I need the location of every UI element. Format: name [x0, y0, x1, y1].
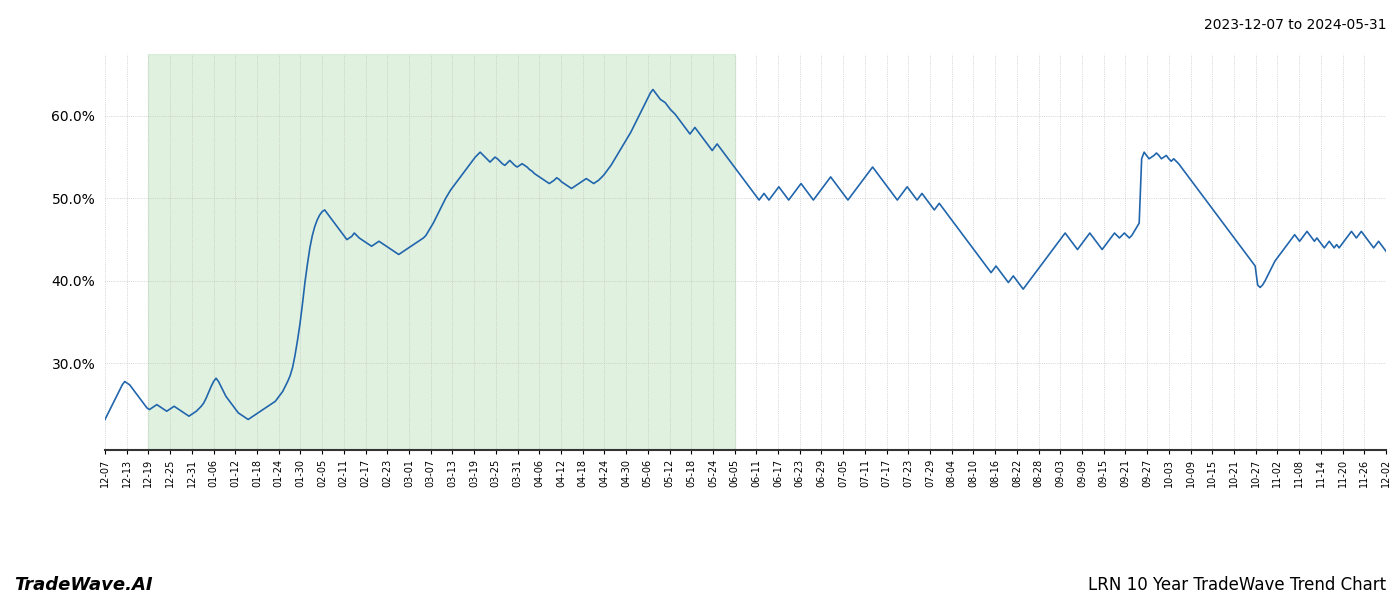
- Text: 2023-12-07 to 2024-05-31: 2023-12-07 to 2024-05-31: [1204, 18, 1386, 32]
- Text: TradeWave.AI: TradeWave.AI: [14, 576, 153, 594]
- Text: LRN 10 Year TradeWave Trend Chart: LRN 10 Year TradeWave Trend Chart: [1088, 576, 1386, 594]
- Bar: [148, 54, 735, 450]
